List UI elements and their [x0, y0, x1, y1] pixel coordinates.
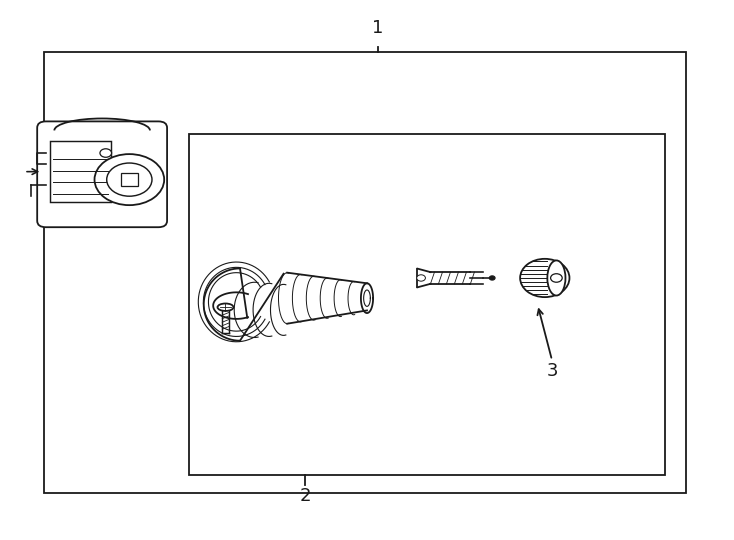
Ellipse shape [548, 260, 565, 295]
Bar [44, 52, 686, 494]
Text: 1: 1 [372, 19, 384, 37]
Circle shape [106, 163, 152, 196]
Bar [189, 134, 664, 475]
Text: 2: 2 [299, 487, 311, 505]
Text: 3: 3 [546, 362, 558, 380]
Circle shape [95, 154, 164, 205]
Bar [120, 173, 138, 186]
Circle shape [550, 274, 562, 282]
Ellipse shape [520, 259, 570, 297]
Circle shape [417, 275, 426, 281]
Circle shape [100, 149, 112, 157]
FancyBboxPatch shape [37, 122, 167, 227]
Bar [49, 141, 112, 202]
Circle shape [490, 276, 495, 280]
Ellipse shape [217, 303, 233, 311]
